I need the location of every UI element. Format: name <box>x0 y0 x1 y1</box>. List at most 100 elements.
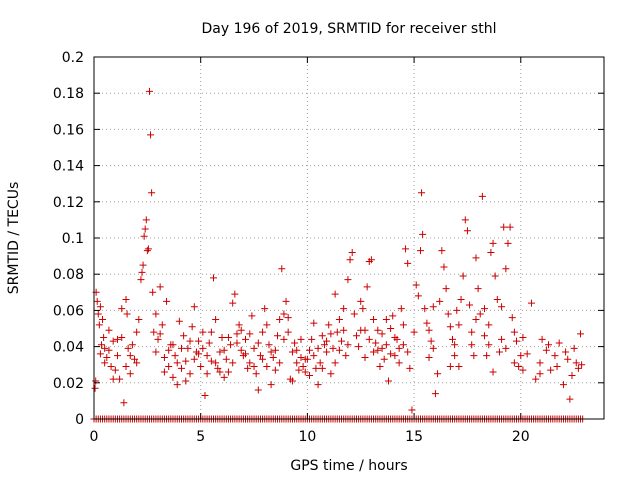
data-point <box>500 223 508 231</box>
data-point <box>352 332 360 340</box>
data-point <box>101 344 109 352</box>
data-point <box>142 216 150 224</box>
data-point <box>184 344 192 352</box>
data-point <box>293 346 301 354</box>
data-point <box>523 350 531 358</box>
data-point <box>487 248 495 256</box>
data-point <box>318 364 326 372</box>
x-tick-label: 15 <box>405 429 423 445</box>
data-point <box>491 272 499 280</box>
data-point <box>145 87 153 95</box>
data-point <box>94 310 102 318</box>
data-point <box>195 337 203 345</box>
data-point <box>133 359 141 367</box>
data-point <box>440 263 448 271</box>
data-point <box>338 337 346 345</box>
y-tick-label: 0.2 <box>62 50 84 66</box>
data-point <box>116 375 124 383</box>
data-point <box>481 332 489 340</box>
data-point <box>278 265 286 273</box>
data-point <box>532 375 540 383</box>
data-point <box>284 314 292 322</box>
data-point <box>280 310 288 318</box>
data-point <box>280 335 288 343</box>
data-point <box>498 303 506 311</box>
data-point <box>133 328 141 336</box>
data-point <box>222 355 230 363</box>
data-point <box>203 352 211 360</box>
data-point <box>123 310 131 318</box>
data-point <box>306 372 314 380</box>
data-point <box>312 364 320 372</box>
data-point <box>444 310 452 318</box>
data-point <box>455 363 463 371</box>
data-point <box>254 386 262 394</box>
data-point <box>320 341 328 349</box>
data-point <box>105 326 113 334</box>
data-point <box>421 305 429 313</box>
data-point <box>267 381 275 389</box>
data-point <box>380 355 388 363</box>
data-point <box>425 353 433 361</box>
data-point <box>570 344 578 352</box>
data-point <box>138 268 146 276</box>
data-point <box>267 348 275 356</box>
data-point <box>431 390 439 398</box>
data-point <box>288 348 296 356</box>
data-point <box>376 363 384 371</box>
data-point <box>459 272 467 280</box>
data-point <box>429 344 437 352</box>
data-point <box>233 339 241 347</box>
data-point <box>502 344 510 352</box>
data-point <box>244 364 252 372</box>
data-point <box>214 364 222 372</box>
data-point <box>357 297 365 305</box>
data-point <box>212 315 220 323</box>
x-axis-label: GPS time / hours <box>290 458 407 474</box>
data-point <box>335 346 343 354</box>
data-point <box>363 283 371 291</box>
data-point <box>391 334 399 342</box>
x-tick-label: 10 <box>298 429 316 445</box>
data-point <box>335 315 343 323</box>
data-point <box>527 299 535 307</box>
data-point <box>331 359 339 367</box>
data-point <box>578 361 586 369</box>
data-point <box>190 303 198 311</box>
data-point <box>163 297 171 305</box>
data-point <box>139 261 147 269</box>
data-point <box>574 364 582 372</box>
data-point <box>410 328 418 336</box>
data-point <box>446 363 454 371</box>
y-axis-label: SRMTID / TECUs <box>6 182 22 295</box>
data-point <box>378 330 386 338</box>
data-point <box>493 296 501 304</box>
data-point <box>152 310 160 318</box>
data-point <box>485 321 493 329</box>
data-point <box>156 330 164 338</box>
data-point <box>231 290 239 298</box>
data-point <box>310 352 318 360</box>
data-point <box>504 239 512 247</box>
data-point <box>374 346 382 354</box>
data-point <box>340 305 348 313</box>
data-point <box>263 321 271 329</box>
data-point <box>97 341 105 349</box>
data-point <box>271 346 279 354</box>
data-point <box>301 368 309 376</box>
data-point <box>180 332 188 340</box>
data-point <box>246 359 254 367</box>
data-point <box>113 335 121 343</box>
data-point <box>327 330 335 338</box>
data-point <box>284 328 292 336</box>
data-point <box>412 281 420 289</box>
data-point <box>126 352 134 360</box>
data-point <box>427 337 435 345</box>
data-point <box>468 341 476 349</box>
data-point <box>190 355 198 363</box>
data-point <box>451 341 459 349</box>
data-point <box>395 344 403 352</box>
data-point <box>173 359 181 367</box>
data-point <box>143 247 151 255</box>
data-point <box>566 395 574 403</box>
